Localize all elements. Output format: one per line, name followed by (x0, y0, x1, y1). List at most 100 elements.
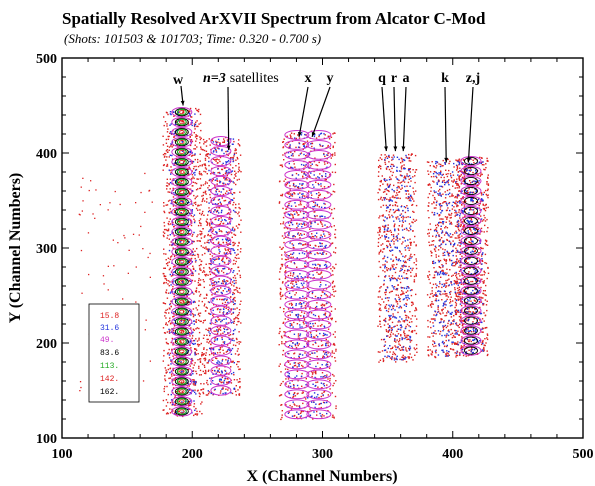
contour-dot (404, 247, 406, 249)
contour-dot (292, 155, 294, 157)
contour-dot (405, 349, 407, 351)
contour-dot (435, 292, 437, 294)
contour-dot (459, 290, 462, 292)
contour-dot (217, 370, 220, 372)
contour-dot (239, 274, 241, 277)
contour-dot (393, 326, 395, 328)
contour-dot (168, 354, 171, 356)
contour-dot (412, 176, 414, 178)
contour-dot (190, 224, 193, 227)
contour-dot (298, 252, 301, 255)
contour-dot (199, 142, 201, 144)
contour-dot (233, 318, 235, 320)
contour-dot (172, 274, 174, 277)
contour-dot (228, 373, 230, 375)
contour-dot (191, 124, 193, 127)
contour-dot (434, 310, 436, 312)
contour-dot (279, 363, 281, 365)
contour-dot (328, 233, 330, 236)
contour-dot (327, 154, 329, 156)
contour-dot (459, 251, 461, 253)
contour-dot (204, 366, 206, 368)
contour-dot (236, 273, 239, 275)
contour-dot (192, 267, 195, 269)
contour-dot (279, 271, 281, 273)
contour-dot (206, 182, 208, 184)
contour-dot (297, 225, 299, 227)
contour-dot (450, 300, 452, 303)
contour-dot (223, 182, 225, 184)
contour-dot (292, 396, 294, 398)
contour-dot (197, 345, 200, 347)
contour-dot (281, 165, 284, 168)
contour-dot (225, 171, 227, 174)
contour-dot (331, 318, 333, 321)
contour-dot (189, 340, 192, 342)
contour-dot (189, 392, 191, 394)
contour-dot (178, 360, 180, 362)
contour-dot (173, 111, 175, 113)
contour-dot (287, 368, 289, 371)
contour-dot (162, 153, 165, 156)
contour-dot (331, 392, 333, 394)
contour-dot (302, 208, 304, 210)
contour-dot (315, 245, 317, 247)
contour-dot (400, 335, 402, 337)
contour-dot (205, 328, 207, 331)
contour-dot (215, 211, 218, 213)
contour-dot (178, 400, 180, 403)
contour-dot (212, 258, 214, 261)
contour-dot (196, 120, 198, 122)
contour-dot (442, 351, 444, 353)
contour-dot (215, 143, 218, 145)
contour-dot (400, 168, 403, 170)
contour-dot (407, 286, 409, 288)
contour-dot (432, 325, 435, 327)
contour-dot (182, 149, 185, 151)
contour-dot (181, 411, 183, 413)
contour-dot (232, 248, 234, 250)
contour-dot (395, 258, 398, 261)
contour-dot (200, 184, 202, 186)
contour-dot (378, 227, 380, 229)
contour-dot (220, 390, 222, 392)
contour-dot (163, 355, 165, 357)
contour-dot (232, 333, 235, 335)
contour-dot (225, 307, 227, 309)
contour-dot (382, 197, 385, 199)
contour-dot (198, 264, 201, 267)
contour-dot (451, 304, 453, 307)
contour-dot (231, 193, 234, 196)
contour-dot (216, 288, 219, 290)
contour-dot (320, 183, 322, 185)
contour-dot (459, 298, 461, 300)
contour-dot (403, 237, 405, 239)
contour-dot (392, 268, 395, 270)
contour-dot (382, 258, 384, 260)
contour-dot (163, 225, 166, 227)
contour-dot (411, 269, 413, 271)
contour-dot (394, 316, 396, 318)
contour-dot (223, 141, 225, 143)
contour-dot (405, 273, 408, 275)
contour-dot (411, 315, 414, 317)
contour-dot (221, 292, 223, 294)
contour-dot (385, 233, 388, 236)
contour-dot (203, 364, 206, 367)
contour-dot (453, 261, 455, 264)
contour-dot (401, 293, 403, 295)
contour-dot (208, 391, 210, 393)
contour-dot (290, 166, 293, 169)
contour-dot (163, 349, 165, 352)
contour-dot (169, 292, 172, 294)
contour-dot (163, 210, 165, 213)
contour-dot (195, 338, 197, 340)
contour-dot (295, 137, 297, 140)
contour-dot (296, 375, 298, 377)
contour-dot (180, 200, 182, 202)
contour-dot (378, 159, 380, 162)
contour-dot (320, 284, 322, 286)
contour-dot (225, 318, 227, 320)
contour-dot (228, 231, 230, 233)
